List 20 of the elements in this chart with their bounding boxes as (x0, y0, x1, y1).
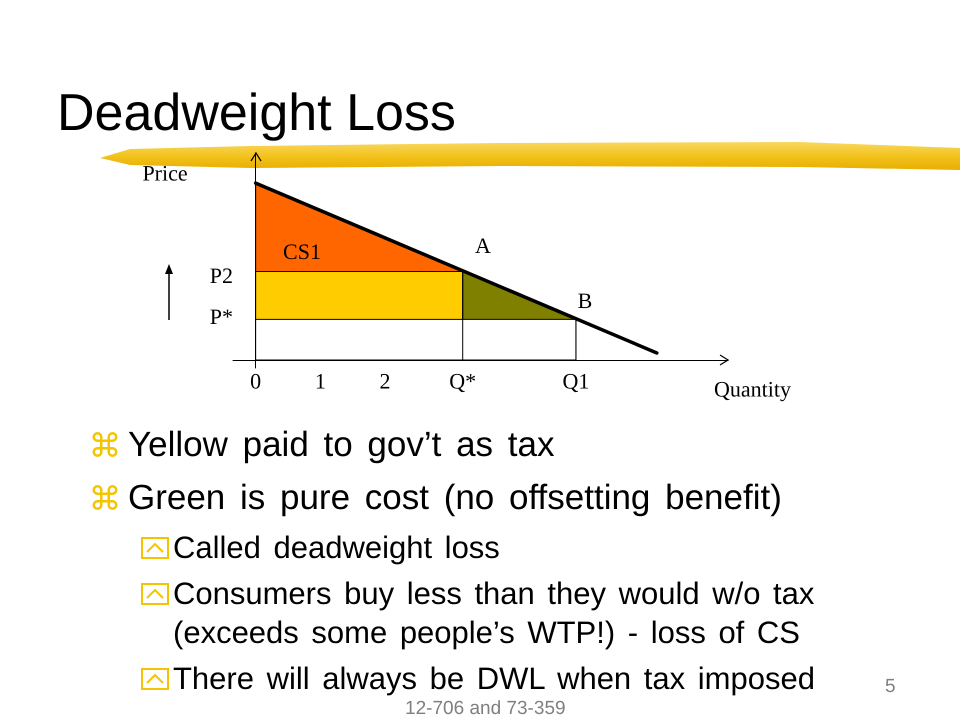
annotation: P* (210, 304, 233, 329)
x-tick-label: Q1 (562, 368, 590, 394)
text: 12-706 and 73-359 (405, 698, 566, 719)
x-tick-label: 0 (250, 368, 262, 394)
x-tick-label: 2 (380, 368, 391, 394)
text: There will always be DWL when tax imposed (173, 660, 816, 698)
text: 5 (885, 676, 896, 697)
annotation: P2 (210, 263, 233, 288)
annotation: B (578, 288, 592, 313)
annotation: A (475, 233, 491, 258)
x-tick-label: 1 (314, 368, 326, 394)
text: Green is pure cost (no offsetting benefit) (128, 478, 783, 518)
text: Called deadweight loss (173, 529, 501, 567)
annotation: CS1 (283, 239, 321, 264)
x-axis-title: Quantity (714, 376, 791, 402)
text: Yellow paid to gov’t as tax (128, 425, 556, 465)
text: Consumers buy less than they would w/o tax (exceeds some people’s WTP!) - loss of CS (173, 575, 816, 652)
chart-title: Deadweight Loss (57, 84, 456, 142)
y-axis-title: Price (142, 160, 188, 186)
x-tick-label: Q* (449, 368, 476, 394)
